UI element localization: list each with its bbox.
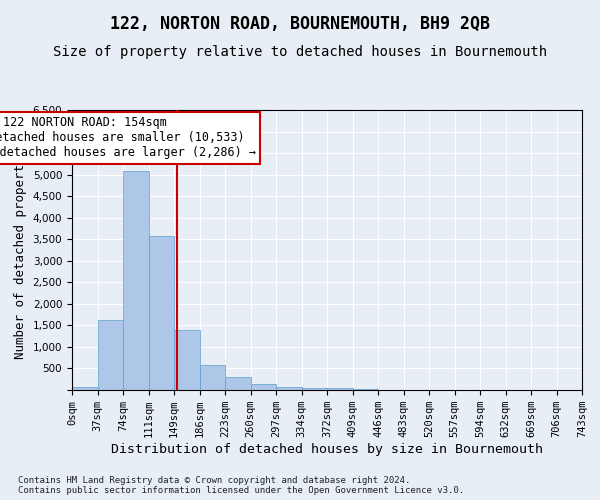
- Bar: [276, 387, 302, 390]
- Bar: [72, 387, 97, 390]
- Text: 122 NORTON ROAD: 154sqm
← 82% of detached houses are smaller (10,533)
18% of sem: 122 NORTON ROAD: 154sqm ← 82% of detache…: [0, 116, 256, 160]
- Bar: [123, 171, 149, 390]
- Y-axis label: Number of detached properties: Number of detached properties: [14, 141, 27, 359]
- Bar: [251, 384, 276, 390]
- Bar: [225, 377, 251, 390]
- Text: Contains HM Land Registry data © Crown copyright and database right 2024.
Contai: Contains HM Land Registry data © Crown c…: [18, 476, 464, 495]
- Bar: [149, 236, 174, 390]
- Text: Size of property relative to detached houses in Bournemouth: Size of property relative to detached ho…: [53, 45, 547, 59]
- Bar: [97, 320, 123, 390]
- Bar: [302, 388, 327, 390]
- Text: 122, NORTON ROAD, BOURNEMOUTH, BH9 2QB: 122, NORTON ROAD, BOURNEMOUTH, BH9 2QB: [110, 15, 490, 33]
- Bar: [199, 364, 225, 390]
- Bar: [327, 388, 353, 390]
- Bar: [174, 330, 199, 390]
- Bar: [353, 389, 378, 390]
- X-axis label: Distribution of detached houses by size in Bournemouth: Distribution of detached houses by size …: [111, 443, 543, 456]
